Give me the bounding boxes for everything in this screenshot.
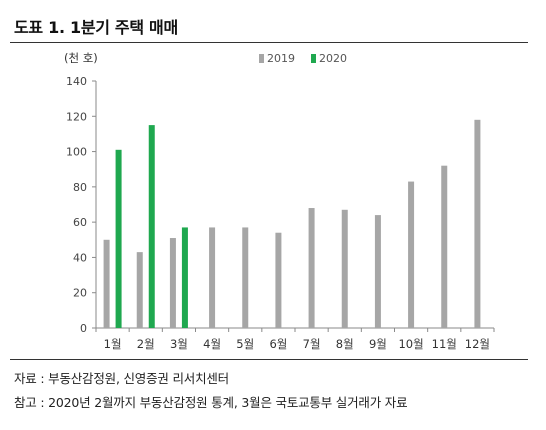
x-tick-label: 2월 [137, 337, 155, 351]
x-tick-label: 11월 [432, 337, 457, 351]
bar-2019-2월 [136, 252, 143, 328]
y-tick-label: 20 [73, 287, 87, 300]
bar-2019-10월 [408, 181, 415, 328]
bar-2019-1월 [103, 239, 110, 328]
y-tick-label: 100 [66, 146, 87, 159]
bar-2019-12월 [474, 119, 481, 328]
x-tick-label: 12월 [465, 337, 490, 351]
bar-2020-3월 [181, 227, 188, 328]
y-tick-label: 140 [66, 75, 87, 88]
title-divider [10, 42, 528, 43]
x-tick-label: 6월 [269, 337, 287, 351]
y-axis-unit-label: (천 호) [64, 51, 98, 65]
y-tick-label: 40 [73, 251, 87, 264]
bar-2019-11월 [441, 165, 448, 328]
bar-2019-7월 [308, 208, 315, 328]
x-tick-label: 7월 [303, 337, 321, 351]
x-tick-label: 4월 [203, 337, 221, 351]
bar-2019-3월 [169, 238, 176, 328]
reference-note: 참고 : 2020년 2월까지 부동산감정원 통계, 3월은 국토교통부 실거래… [14, 395, 408, 410]
bar-2019-5월 [242, 227, 249, 328]
bar-2019-4월 [209, 227, 216, 328]
chart-bottom-divider [10, 359, 528, 360]
y-tick-label: 60 [73, 216, 87, 229]
legend-swatch-2020 [311, 54, 316, 63]
legend-label-2020: 2020 [319, 52, 347, 65]
x-tick-label: 1월 [104, 337, 122, 351]
bar-2020-2월 [148, 125, 155, 328]
figure-title: 도표 1. 1분기 주택 매매 [14, 18, 178, 37]
x-tick-label: 3월 [170, 337, 188, 351]
y-tick-label: 80 [73, 181, 87, 194]
bar-2020-1월 [115, 149, 122, 328]
y-tick-label: 0 [80, 322, 87, 335]
x-tick-label: 5월 [236, 337, 254, 351]
legend-swatch-2019 [259, 54, 264, 63]
y-tick-label: 120 [66, 110, 87, 123]
legend-label-2019: 2019 [267, 52, 295, 65]
x-tick-label: 10월 [398, 337, 423, 351]
bar-2019-6월 [275, 232, 282, 328]
bar-chart: (천 호) 2019 2020 0 20 40 60 80 100 120 140 1월 2월 3월 4월 5… [64, 51, 495, 351]
x-tick-label: 8월 [336, 337, 354, 351]
source-note: 자료 : 부동산감정원, 신영증권 리서치센터 [14, 371, 229, 386]
bar-2019-8월 [341, 209, 348, 328]
x-tick-label: 9월 [369, 337, 387, 351]
bar-2019-9월 [374, 215, 381, 328]
